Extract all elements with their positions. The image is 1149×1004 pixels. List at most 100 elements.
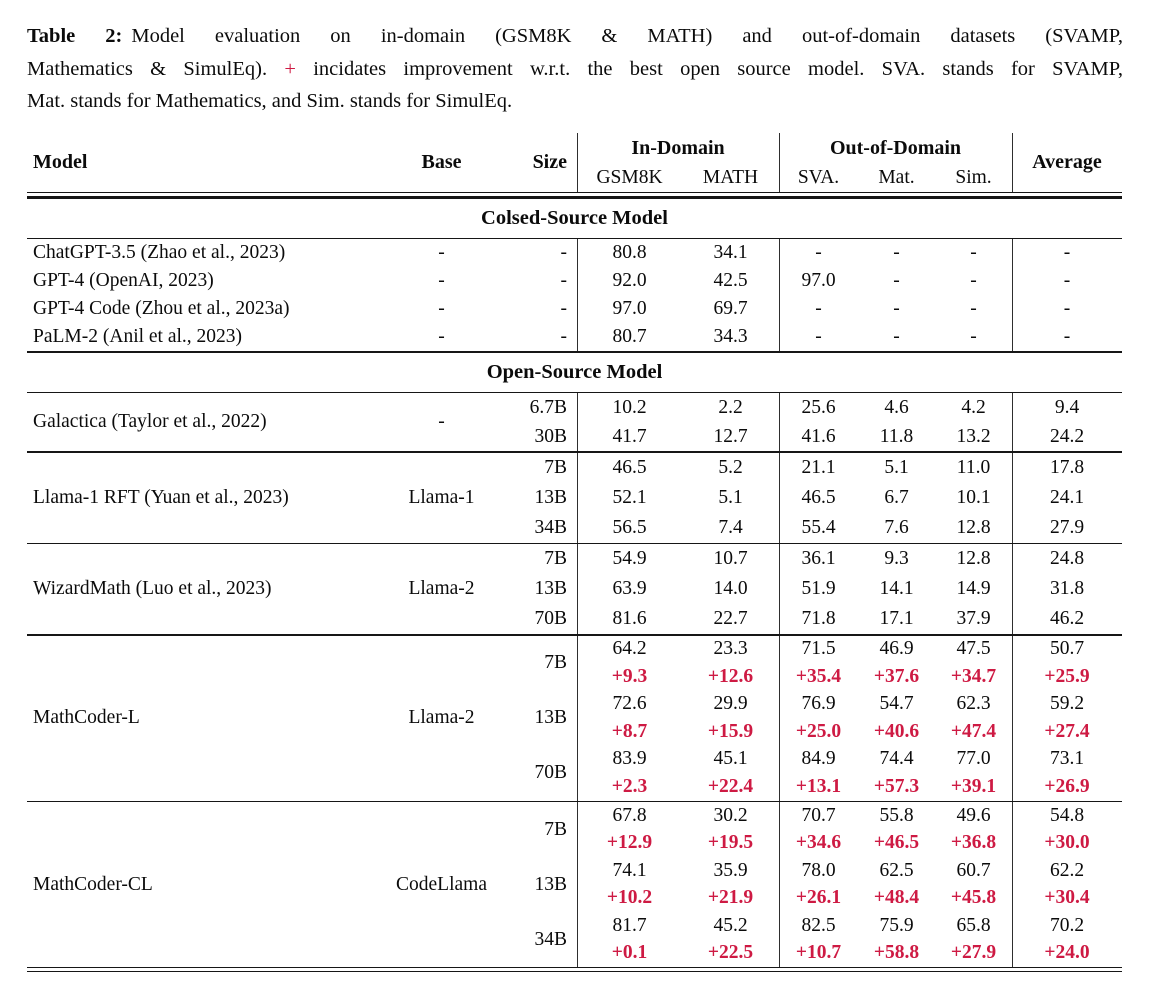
- value-cell: 70.2: [1049, 914, 1085, 936]
- value-cell: 4.2: [961, 396, 986, 418]
- column-rule: [1012, 323, 1014, 351]
- header-subcol-sva: SVA.: [797, 166, 840, 188]
- value-cell: 13.2: [956, 425, 991, 447]
- delta-cell: +36.8: [950, 832, 997, 854]
- value-cell: 31.8: [1049, 578, 1085, 599]
- delta-cell: +2.3: [611, 775, 648, 797]
- value-cell: 24.1: [1049, 486, 1085, 508]
- value-cell: 92.0: [612, 270, 647, 291]
- delta-cell: +22.4: [707, 775, 754, 797]
- size-cell: 70B: [534, 762, 567, 783]
- header-subcol-math: MATH: [702, 166, 759, 188]
- model-group: GPT-4 (OpenAI, 2023) - - 92.0 42.5 97.0 - - -: [27, 267, 1122, 295]
- value-cell: -: [1063, 270, 1071, 291]
- value-cell: 21.1: [801, 456, 836, 478]
- value-cell: 81.6: [612, 608, 647, 629]
- value-cell: -: [1063, 326, 1071, 347]
- column-rule: [779, 393, 781, 451]
- value-cell: 5.1: [884, 456, 909, 478]
- column-rule: [1012, 239, 1014, 267]
- value-cell: -: [1063, 298, 1071, 319]
- value-cell: -: [815, 298, 822, 319]
- rule: [27, 237, 1122, 239]
- base-cell: Llama-2: [408, 578, 475, 599]
- column-rule: [779, 544, 781, 634]
- value-cell: 60.7: [956, 859, 991, 881]
- delta-cell: +45.8: [950, 887, 997, 909]
- size-cell: 7B: [544, 818, 567, 840]
- column-rule: [577, 323, 579, 351]
- value-cell: -: [893, 270, 900, 291]
- size-cell: -: [560, 326, 568, 347]
- value-cell: 74.4: [879, 748, 914, 770]
- column-rule: [779, 133, 781, 192]
- size-cell: 7B: [544, 456, 567, 478]
- value-cell: 5.2: [718, 456, 743, 478]
- size-cell: 13B: [534, 707, 567, 728]
- value-cell: 29.9: [713, 693, 748, 715]
- rule: [27, 197, 1122, 199]
- delta-cell: +25.9: [1044, 665, 1090, 687]
- rule: [27, 800, 1122, 802]
- size-cell: 7B: [544, 652, 567, 673]
- size-cell: -: [560, 298, 568, 319]
- value-cell: 10.1: [956, 486, 991, 508]
- delta-cell: +15.9: [707, 720, 754, 742]
- column-rule: [779, 802, 781, 967]
- value-cell: -: [970, 326, 977, 347]
- value-cell: 82.5: [801, 914, 836, 936]
- delta-cell: +12.6: [707, 665, 754, 687]
- delta-cell: +34.6: [795, 832, 842, 854]
- model-group: GPT-4 Code (Zhou et al., 2023a) - - 97.0 69.…: [27, 295, 1122, 323]
- rule: [27, 634, 1122, 636]
- value-cell: 74.1: [612, 859, 647, 881]
- value-cell: 54.9: [612, 548, 647, 569]
- column-rule: [1012, 295, 1014, 323]
- header-out-of-domain: Out-of-Domain: [829, 136, 962, 159]
- value-cell: 78.0: [801, 859, 836, 881]
- delta-cell: +34.7: [950, 665, 997, 687]
- double-rule: [27, 967, 1122, 972]
- column-rule: [1012, 393, 1014, 451]
- value-cell: 77.0: [956, 748, 991, 770]
- column-rule: [779, 239, 781, 267]
- size-cell: 34B: [534, 928, 567, 950]
- value-cell: 62.3: [956, 693, 991, 715]
- header-subcol-gsm8k: GSM8K: [596, 166, 663, 188]
- value-cell: 55.4: [801, 516, 836, 538]
- column-rule: [577, 635, 579, 801]
- size-cell: 30B: [534, 425, 567, 447]
- value-cell: -: [815, 326, 822, 347]
- delta-cell: +35.4: [795, 665, 842, 687]
- model-cell: GPT-4 Code (Zhou et al., 2023a): [33, 298, 290, 319]
- value-cell: 6.7: [884, 486, 909, 508]
- value-cell: 12.7: [713, 425, 748, 447]
- column-rule: [577, 239, 579, 267]
- column-rule: [577, 133, 579, 192]
- model-group: PaLM-2 (Anil et al., 2023) - - 80.7 34.3 - - - -: [27, 323, 1122, 351]
- rule: [27, 542, 1122, 544]
- caption-text-1: Model evaluation on in-domain (GSM8K & M…: [131, 25, 1123, 47]
- value-cell: 83.9: [612, 748, 647, 770]
- value-cell: 17.1: [879, 608, 914, 629]
- value-cell: 11.0: [956, 456, 991, 478]
- delta-cell: +13.1: [795, 775, 842, 797]
- value-cell: 9.4: [1054, 396, 1080, 418]
- value-cell: 65.8: [956, 914, 991, 936]
- header-size: Size: [532, 151, 567, 173]
- value-cell: 73.1: [1049, 748, 1085, 770]
- delta-cell: +19.5: [707, 832, 754, 854]
- size-cell: 13B: [534, 486, 567, 508]
- value-cell: 24.2: [1049, 425, 1085, 447]
- value-cell: 97.0: [612, 298, 647, 319]
- base-cell: -: [438, 242, 445, 263]
- caption-line-2: Mathematics & SimulEq). + incidates impr…: [27, 53, 1123, 86]
- value-cell: 69.7: [713, 298, 748, 319]
- caption-line-3: Mat. stands for Mathematics, and Sim. st…: [27, 85, 1123, 118]
- column-rule: [779, 635, 781, 801]
- delta-cell: +10.7: [795, 942, 842, 964]
- value-cell: 41.6: [801, 425, 836, 447]
- value-cell: -: [815, 242, 822, 263]
- value-cell: 11.8: [879, 425, 914, 447]
- column-rule: [779, 452, 781, 543]
